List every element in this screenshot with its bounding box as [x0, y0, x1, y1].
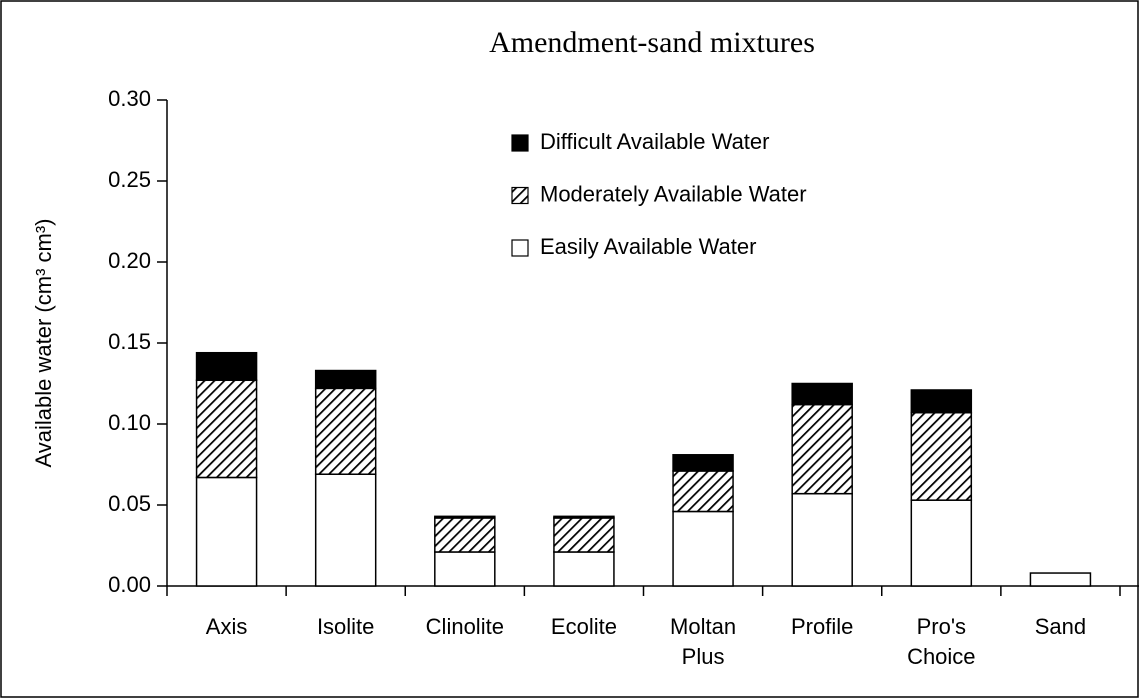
legend-swatch: [511, 134, 529, 152]
bar-segment: [910, 499, 973, 587]
bar-segment: [672, 510, 734, 587]
bar-segment: [434, 515, 496, 519]
y-tick-label: 0.05: [108, 491, 151, 516]
y-tick-label: 0.30: [108, 86, 151, 111]
x-tick-label: Sand: [1035, 614, 1086, 639]
chart-title: Amendment-sand mixtures: [489, 26, 815, 59]
bar-segment: [910, 411, 973, 501]
bar-segment: [791, 382, 853, 406]
x-tick-label: Isolite: [317, 614, 374, 639]
legend-label: Easily Available Water: [540, 234, 756, 259]
bar-segment: [910, 389, 973, 414]
y-tick-label: 0.20: [108, 248, 151, 273]
bar-segment: [553, 515, 615, 519]
bar-segment: [314, 369, 377, 390]
bar-segment: [791, 403, 853, 495]
bar-segment: [314, 387, 377, 475]
bar-segment: [195, 351, 258, 382]
bar-segment: [553, 551, 615, 587]
y-tick-label: 0.15: [108, 329, 151, 354]
x-tick-label: Pro's Choice: [907, 614, 975, 669]
bar-segment: [314, 473, 377, 587]
bar-segment: [434, 517, 496, 553]
legend-swatch: [511, 186, 529, 205]
x-tick-label: Profile: [791, 614, 853, 639]
bar-segment: [434, 551, 496, 587]
x-tick-label: Clinolite: [426, 614, 504, 639]
bar-segment: [553, 517, 615, 553]
y-tick-label: 0.00: [108, 572, 151, 597]
legend-label: Difficult Available Water: [540, 129, 769, 154]
bar-segment: [672, 454, 734, 472]
bar-segment: [1029, 572, 1092, 587]
y-tick-label: 0.25: [108, 167, 151, 192]
bar-segment: [195, 379, 258, 479]
x-tick-label: Axis: [206, 614, 248, 639]
y-tick-label: 0.10: [108, 410, 151, 435]
x-tick-label: Ecolite: [551, 614, 617, 639]
y-axis-label: Available water (cm³ cm³): [31, 219, 56, 468]
bar-segment: [791, 492, 853, 587]
x-tick-label: Moltan Plus: [670, 614, 736, 669]
legend-label: Moderately Available Water: [540, 181, 807, 206]
legend-swatch: [511, 239, 529, 257]
bar-segment: [672, 470, 734, 513]
bar-segment: [195, 476, 258, 587]
